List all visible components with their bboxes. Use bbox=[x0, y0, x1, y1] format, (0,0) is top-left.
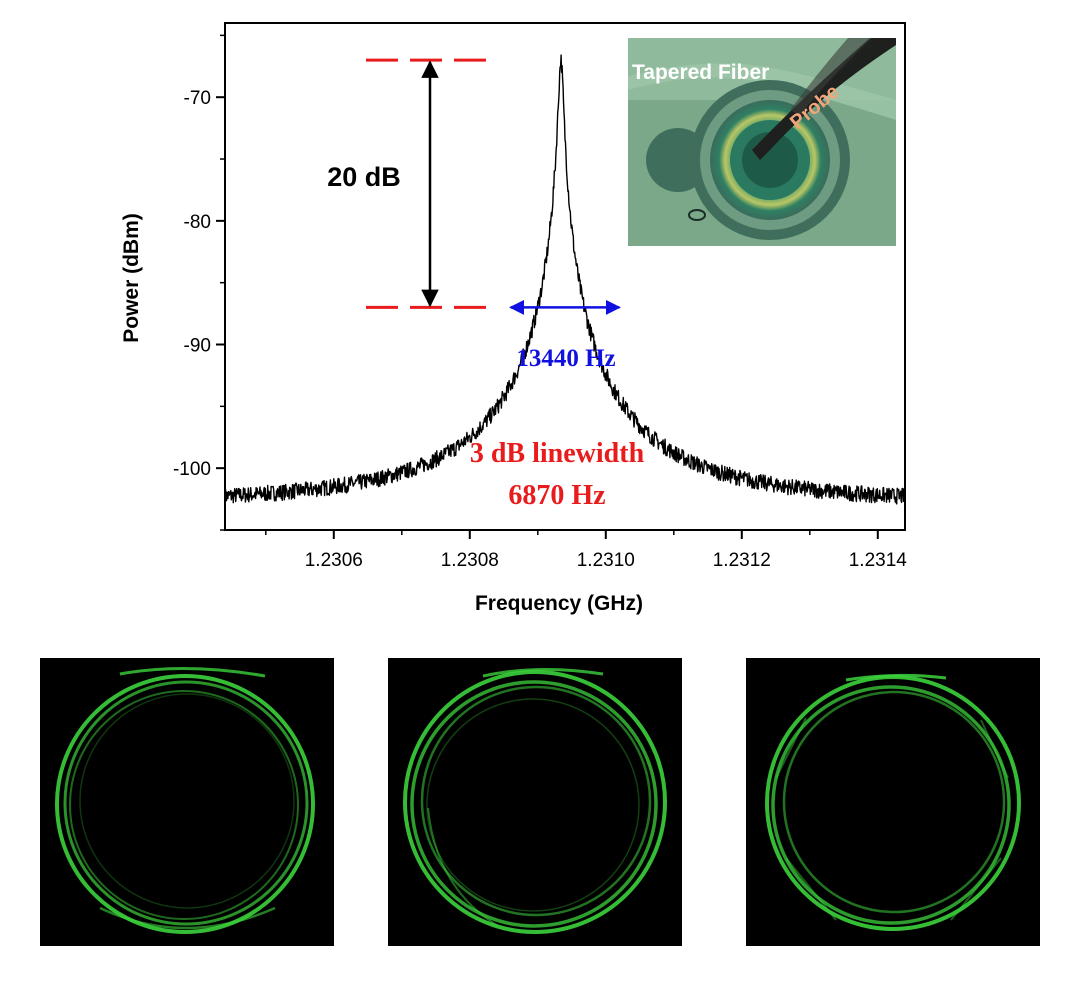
x-tick-label: 1.2312 bbox=[713, 550, 771, 571]
ring-mode-graphic-3 bbox=[765, 673, 1021, 931]
width-label: 13440 Hz bbox=[516, 345, 615, 372]
y-axis-title: Power (dBm) bbox=[120, 213, 143, 343]
linewidth-label-line1: 3 dB linewidth bbox=[470, 438, 645, 469]
x-tick-label: 1.2306 bbox=[305, 550, 363, 571]
linewidth-label-line2: 6870 Hz bbox=[508, 480, 605, 511]
x-tick-label: 1.2308 bbox=[441, 550, 499, 571]
y-tick-label: -70 bbox=[184, 88, 211, 109]
x-tick-label: 1.2314 bbox=[849, 550, 908, 571]
range-label: 20 dB bbox=[327, 162, 401, 192]
y-axis-ticks: -70 -80 -90 -100 bbox=[173, 34, 225, 531]
y-tick-label: -80 bbox=[184, 212, 211, 233]
x-axis-ticks: 1.2306 1.2308 1.2310 1.2312 1.2314 bbox=[265, 530, 908, 571]
ring-mode-graphic-2 bbox=[403, 667, 667, 934]
ring-mode-image-1 bbox=[40, 658, 334, 946]
ring-mode-image-2 bbox=[388, 658, 682, 946]
spectrum-line bbox=[224, 54, 906, 505]
plot-frame bbox=[224, 22, 906, 531]
y-tick-label: -90 bbox=[184, 336, 211, 357]
ring-mode-image-3 bbox=[746, 658, 1040, 946]
x-tick-label: 1.2310 bbox=[577, 550, 635, 571]
y-tick-label: -100 bbox=[173, 459, 211, 480]
tapered-fiber-label: Tapered Fiber bbox=[632, 61, 769, 84]
ring-mode-graphic-1 bbox=[55, 666, 315, 934]
x-axis-title: Frequency (GHz) bbox=[475, 592, 643, 615]
device-micrograph-inset: Tapered Fiber Probe bbox=[628, 38, 896, 246]
